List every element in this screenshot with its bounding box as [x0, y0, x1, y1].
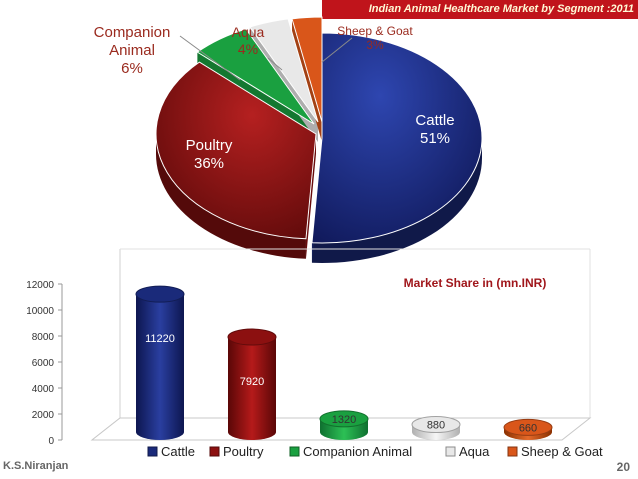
legend-swatch	[147, 446, 158, 457]
pie-leader-line	[267, 57, 283, 71]
bar-value-label: 11220	[145, 333, 175, 345]
bar-back-wall	[91, 249, 121, 441]
pie-slice-companion-animal	[196, 28, 315, 125]
bar-cap	[227, 328, 277, 346]
footer-author: K.S.Niranjan	[3, 460, 69, 472]
bar-poultry	[228, 337, 276, 440]
legend-label: Aqua	[459, 444, 490, 459]
pie-slice-side-0	[311, 138, 482, 264]
legend-swatch	[507, 446, 518, 457]
legend-label: Companion Animal	[303, 444, 412, 459]
pie-label-sheep-goat: Sheep & Goat 3%	[320, 24, 430, 53]
pie-label-cattle-value: 51%	[419, 130, 451, 147]
y-tick-label: 6000	[32, 358, 55, 369]
pie-label-sheep-value: 3%	[366, 38, 384, 53]
bar-cap	[319, 410, 369, 428]
pie-label-aqua-name: Aqua	[231, 24, 265, 40]
pie-slice-cattle	[311, 32, 483, 244]
y-tick-label: 12000	[26, 280, 54, 291]
bar-cap	[503, 418, 553, 436]
pie-slice-side-1	[156, 134, 306, 259]
legend-label: Sheep & Goat	[521, 444, 603, 459]
bar-value-label: 660	[519, 422, 537, 434]
legend-label: Cattle	[161, 444, 195, 459]
bar-cattle	[136, 294, 184, 440]
bar-value-label: 880	[427, 420, 445, 432]
pie-label-companion-name: Companion Animal	[93, 24, 171, 59]
legend-swatch	[209, 446, 220, 457]
y-tick-label: 0	[48, 436, 54, 447]
bar-chart-title: Market Share in (mn.INR)	[404, 276, 547, 290]
bar-cap	[411, 416, 461, 434]
pie-label-aqua: Aqua 4%	[218, 24, 278, 58]
pie-label-companion: Companion Animal 6%	[82, 24, 182, 78]
bar-value-label: 7920	[240, 376, 264, 388]
pie-leader-line	[179, 35, 241, 81]
pie-leader-line	[321, 37, 353, 63]
y-tick-label: 8000	[32, 332, 55, 343]
pie-slice-sheep-goat	[291, 16, 323, 123]
pie-label-sheep-name: Sheep & Goat	[337, 24, 413, 38]
y-tick-label: 10000	[26, 306, 54, 317]
legend-label: Poultry	[223, 444, 264, 459]
bar-value-label: 1320	[332, 414, 356, 426]
pie-label-poultry-value: 36%	[193, 155, 225, 172]
bar-cap	[135, 285, 185, 303]
legend-swatch	[289, 446, 300, 457]
chart-banner-title: Indian Animal Healthcare Market by Segme…	[322, 0, 638, 19]
pie-label-cattle-name: Cattle	[415, 112, 455, 129]
pie-slice-aqua	[249, 18, 319, 123]
legend-swatch	[445, 446, 456, 457]
pie-slice-poultry	[155, 61, 317, 240]
pie-label-poultry-name: Poultry	[185, 137, 233, 154]
pie-label-aqua-value: 4%	[237, 40, 259, 57]
footer-page-number: 20	[616, 460, 630, 474]
y-tick-label: 4000	[32, 384, 55, 395]
pie-label-poultry: Poultry 36%	[170, 137, 248, 173]
y-tick-label: 2000	[32, 410, 55, 421]
pie-label-cattle: Cattle 51%	[400, 112, 470, 148]
pie-label-companion-value: 6%	[121, 60, 143, 77]
